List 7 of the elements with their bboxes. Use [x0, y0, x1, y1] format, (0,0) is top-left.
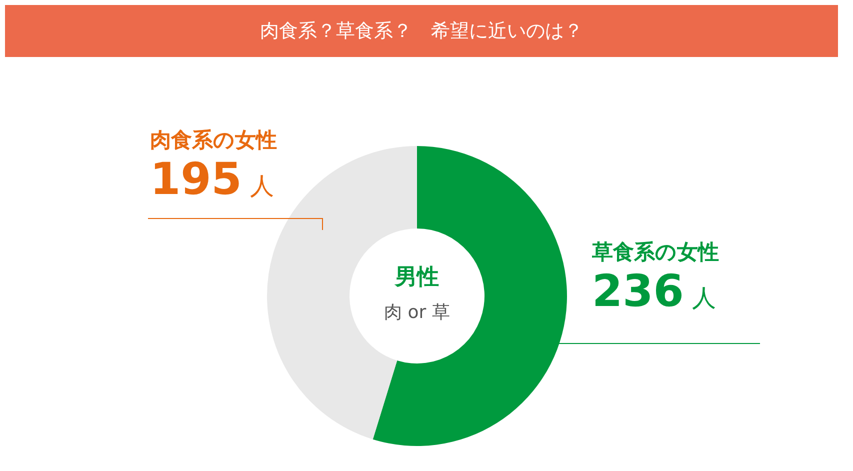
chart-title: 肉食系？草食系？ 希望に近いのは？	[5, 5, 838, 57]
text: 肉 or 草	[383, 301, 451, 324]
text: 男性	[394, 264, 440, 292]
slice-label: 肉食系の女性	[150, 127, 277, 154]
data-label: 236 人	[592, 266, 717, 319]
slice-label: 草食系の女性	[592, 239, 719, 266]
data-label: 195 人	[150, 154, 275, 207]
